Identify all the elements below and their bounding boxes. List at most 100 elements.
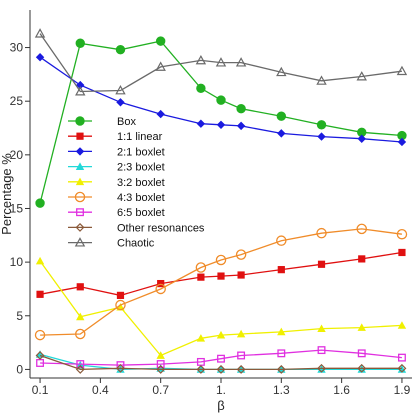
legend-marker [75,162,85,170]
data-point [156,351,165,359]
legend-item: 4:3 boxlet [68,191,165,204]
series-box [35,36,407,208]
data-point [236,364,246,374]
y-tick-label: 20 [10,148,24,162]
data-point [397,365,407,373]
data-point [397,137,407,147]
data-point [116,363,125,373]
data-point [75,364,85,374]
data-point [397,363,407,373]
data-point [277,349,286,358]
series-4-3-boxlet [34,223,408,341]
legend-marker [75,116,85,126]
data-point [397,321,407,329]
legend-marker [75,147,85,156]
series-1-1-linear [36,248,406,299]
axis-layer: 0.1 0.4 0.7 1. 1.3 1.6 1.9 0 5 10 15 20 25 30 [10,10,412,397]
legend-item: 2:1 boxlet [68,146,165,158]
legend-label: 1:1 linear [117,131,163,143]
y-tick-label: 5 [16,309,23,323]
data-point [358,255,366,263]
x-tick-label: 1. [216,383,226,397]
data-point [34,28,46,38]
data-point [316,75,327,85]
data-point [317,363,326,373]
data-point [115,85,126,95]
y-tick-label: 15 [10,201,24,215]
data-point [215,254,227,266]
data-point [396,228,408,240]
x-tick-label: 1.9 [394,383,411,397]
data-point [156,109,165,119]
legend-item: 3:2 boxlet [68,177,165,189]
legend-label: 3:2 boxlet [117,177,165,189]
data-point [196,364,206,374]
legend-item: Box [68,116,136,128]
x-tick-label: 1.6 [333,383,350,397]
legend-item: Other resonances [68,222,205,234]
data-point [75,328,86,340]
data-point [276,111,287,121]
legend-marker [76,208,84,217]
series-line [40,228,402,336]
series-other-resonances [35,351,407,374]
data-point [35,351,45,360]
legend-item: 6:5 boxlet [68,207,165,219]
y-tick-label: 30 [10,41,24,55]
x-tick-label: 1.3 [273,383,290,397]
data-point [356,71,367,81]
legend-marker [76,132,84,140]
data-point [115,299,126,311]
x-tick-label: 0.1 [32,383,49,397]
data-point [277,327,286,336]
data-point [155,36,166,46]
legend-item: 2:3 boxlet [68,162,165,174]
data-point [157,279,165,288]
data-point [216,330,226,339]
series-2-1-boxlet [35,53,407,147]
data-point [236,329,246,338]
legend-marker [75,177,85,186]
data-point [155,61,166,71]
data-point [76,80,85,90]
data-point [35,256,45,265]
y-tick-label: 10 [10,255,24,269]
data-point [316,120,327,130]
legend-label: Box [117,116,136,128]
series-3-2-boxlet [35,256,407,359]
data-point [195,54,207,65]
data-point [195,262,207,273]
legend-item: Chaotic [68,237,155,250]
legend-label: 2:3 boxlet [117,162,165,174]
data-point [356,223,367,235]
data-point [397,353,406,362]
series-chaotic [34,28,408,96]
data-point [216,95,226,105]
x-tick-label: 0.4 [92,383,109,397]
data-point [235,249,247,260]
data-point [75,38,85,48]
data-point [75,86,86,96]
data-point [276,364,286,374]
series-line [39,33,402,93]
data-point [76,312,85,321]
legend-label: Chaotic [117,238,155,250]
series-line [40,349,402,366]
data-point [357,323,366,331]
legend-label: 4:3 boxlet [117,192,165,204]
data-point [216,120,226,129]
data-point [237,351,246,360]
data-point [317,346,326,355]
legend-label: Other resonances [117,222,205,234]
legend-label: 6:5 boxlet [117,207,165,219]
data-point [357,363,367,373]
data-point [76,360,85,369]
x-tick-label: 0.7 [152,383,169,397]
data-point [398,248,406,257]
data-point [217,272,225,280]
data-point [197,273,205,281]
data-point [317,132,326,141]
legend: Box 1:1 linear 2:1 boxlet 2:3 boxlet 3:2 box… [68,116,205,250]
